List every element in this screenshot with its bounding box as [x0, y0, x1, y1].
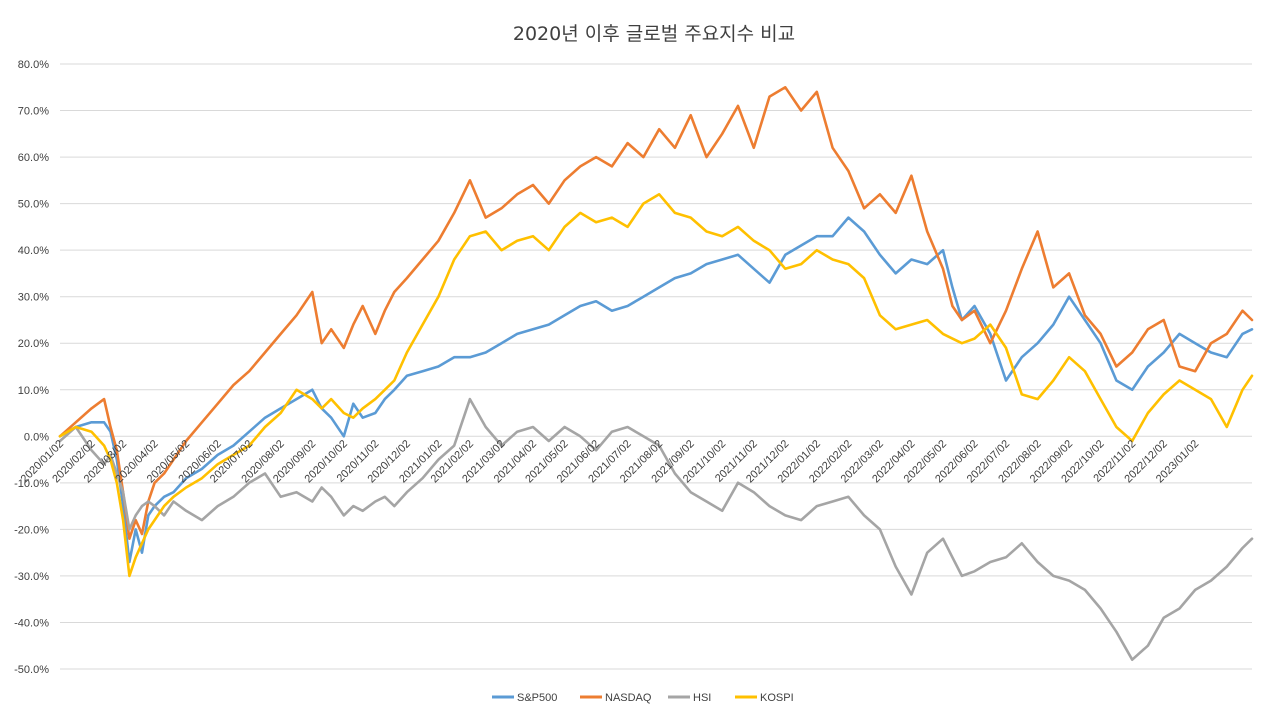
legend-label: S&P500 — [517, 692, 557, 704]
y-tick-label: 0.0% — [24, 431, 49, 443]
y-tick-label: 60.0% — [18, 152, 49, 164]
series-line-kospi — [58, 193, 1254, 578]
chart-title: 2020년 이후 글로벌 주요지수 비교 — [513, 23, 795, 45]
y-tick-label: -20.0% — [14, 524, 49, 536]
series-lines — [58, 86, 1254, 661]
y-tick-label: 10.0% — [18, 385, 49, 397]
y-tick-label: -30.0% — [14, 571, 49, 583]
y-tick-label: -10.0% — [14, 478, 49, 490]
legend: S&P500 NASDAQ HSI KOSPI — [492, 692, 794, 704]
legend-label: HSI — [693, 692, 711, 704]
y-tick-label: 80.0% — [18, 59, 49, 71]
legend-item-sp500: S&P500 — [492, 692, 557, 704]
y-tick-label: 30.0% — [18, 292, 49, 304]
y-axis-tick-labels: -50.0% -40.0% -30.0% -20.0% -10.0% 0.0% 10.0% 2… — [14, 59, 49, 676]
x-axis-tick-labels: 2020/01/022020/02/022020/03/022020/04/02… — [19, 438, 1202, 485]
legend-label: NASDAQ — [605, 692, 652, 704]
legend-item-kospi: KOSPI — [735, 692, 794, 704]
legend-item-hsi: HSI — [668, 692, 711, 704]
legend-label: KOSPI — [760, 692, 794, 704]
y-tick-label: 70.0% — [18, 106, 49, 118]
series-line-hsi — [58, 397, 1254, 661]
gridlines — [60, 63, 1252, 670]
series-line-nasdaq — [58, 86, 1254, 540]
y-tick-label: -50.0% — [14, 664, 49, 676]
legend-item-nasdaq: NASDAQ — [580, 692, 652, 704]
y-tick-label: 50.0% — [18, 199, 49, 211]
series-line-sp500 — [58, 216, 1254, 564]
y-tick-label: 20.0% — [18, 338, 49, 350]
y-tick-label: -40.0% — [14, 617, 49, 629]
y-tick-label: 40.0% — [18, 245, 49, 257]
